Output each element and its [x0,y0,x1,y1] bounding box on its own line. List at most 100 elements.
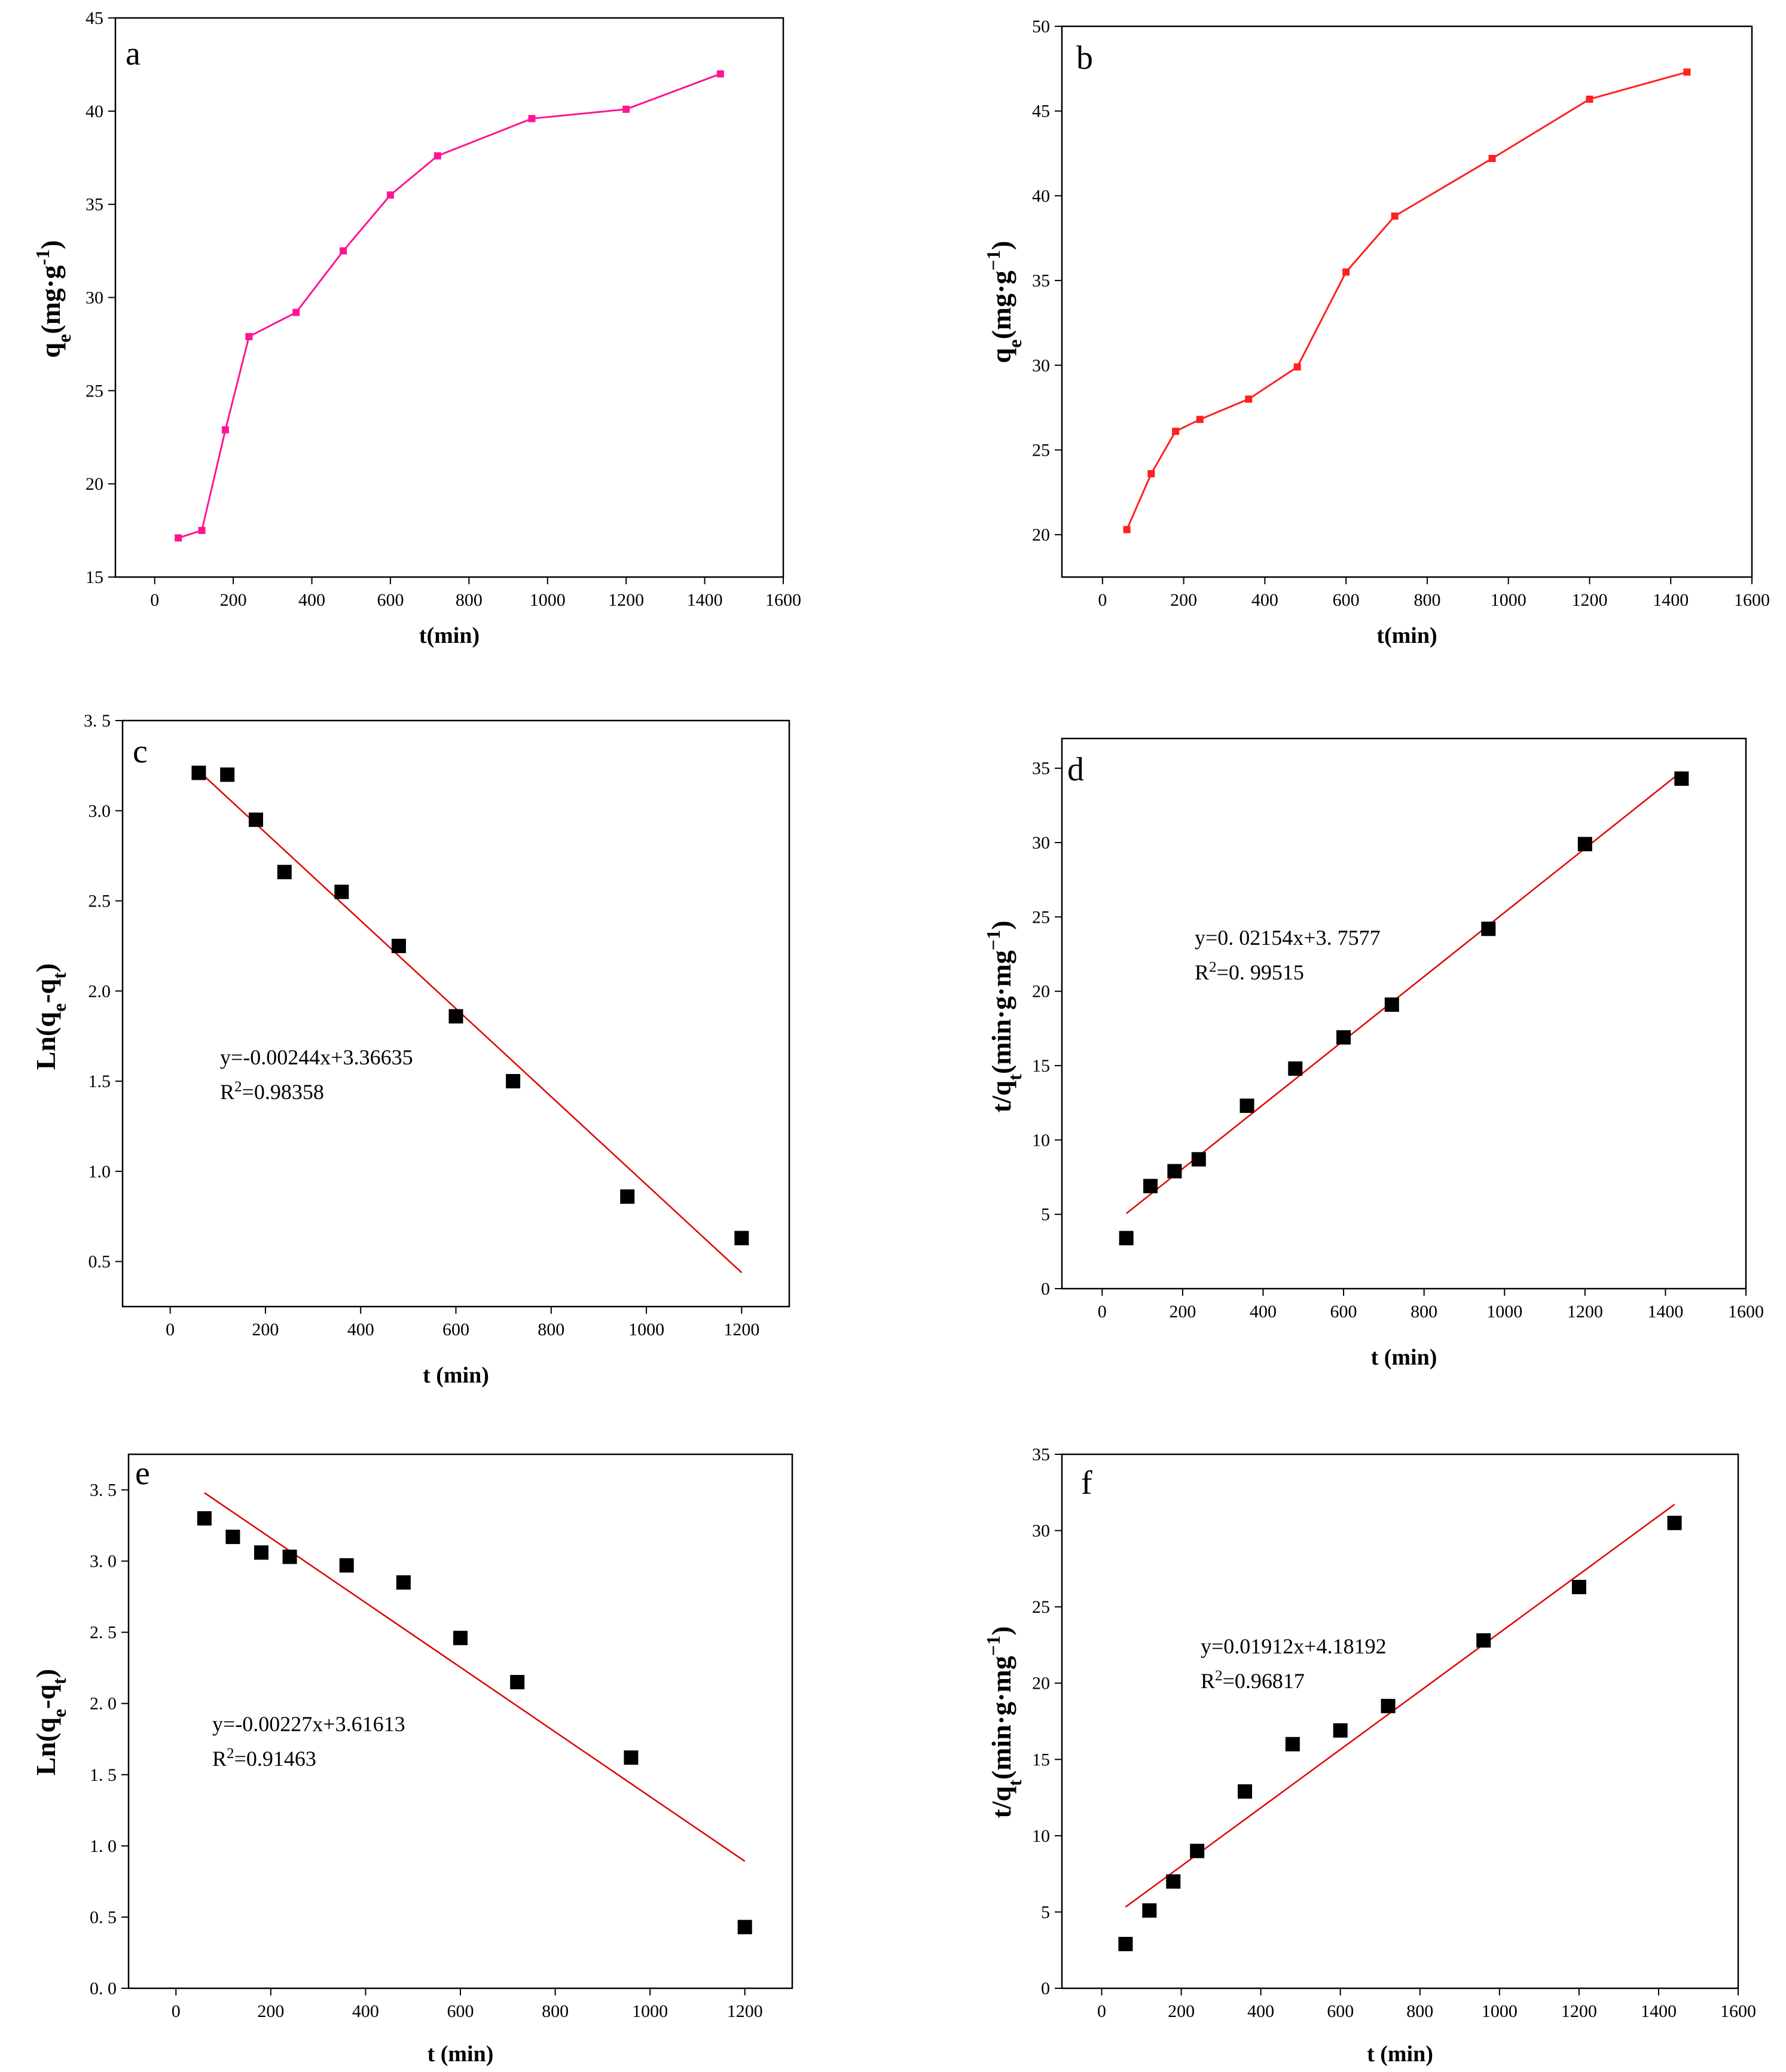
data-point [528,115,536,123]
y-tick-label: 30 [1032,1521,1050,1541]
x-tick-label: 800 [542,2001,569,2021]
y-tick-label: 1.0 [88,1162,111,1182]
data-point [277,865,292,880]
y-tick-label: 45 [1032,102,1050,121]
x-tick-label: 800 [1406,2001,1433,2021]
r-squared: R2=0.98358 [220,1079,324,1104]
panel-d: 0 200 400 600 800 1000 1200 1400 1600 0 5 10 15 20 25 3… [982,737,1764,1370]
data-point [191,765,206,780]
y-tick-label: 40 [86,102,103,121]
y-tick-label: 25 [1032,440,1050,460]
data-point [1577,837,1592,852]
y-tick-label: 30 [86,288,103,308]
x-tick-label: 1600 [1720,2001,1756,2021]
x-tick-label: 1200 [727,2001,763,2021]
y-tick-label: 20 [86,474,103,494]
x-tick-label: 0 [1098,1302,1107,1322]
panel-a: 0 200 400 600 800 1000 1200 1400 1600 15 20 25 30 35 4… [32,8,801,648]
data-point [225,1530,240,1545]
y-tick-label: 2. 0 [90,1694,117,1714]
x-axis-label: t (min) [1367,2042,1433,2067]
plot-frame [1061,737,1747,1290]
data-point [1119,1231,1134,1246]
x-tick-label: 400 [347,1320,374,1339]
data-point [448,1009,463,1024]
data-point [1118,1937,1133,1952]
data-point [453,1631,468,1646]
x-axis-label: t (min) [1371,1345,1437,1370]
x-tick-label: 200 [1170,590,1197,610]
data-point [1190,1844,1205,1859]
data-point [1667,1515,1682,1530]
data-point [1481,921,1496,936]
x-tick-label: 1400 [1653,590,1689,610]
data-point [292,309,300,316]
x-tick-label: 1600 [1728,1302,1764,1322]
panel-letter: a [126,35,141,72]
y-tick-label: 35 [86,195,103,215]
data-point [1285,1737,1300,1751]
y-axis-label: qe(mg·g-1) [32,240,75,358]
data-point [1336,1030,1351,1045]
y-tick-label: 35 [1032,759,1050,779]
data-point [1166,1874,1181,1889]
y-tick-label: 5 [1041,1205,1050,1225]
plot-frame [1061,1453,1739,1989]
y-tick-label: 35 [1032,271,1050,291]
y-tick-label: 20 [1032,982,1050,1002]
x-tick-label: 600 [1327,2001,1354,2021]
panel-letter: b [1076,39,1093,77]
plot-frame [1061,25,1753,578]
data-point [1476,1633,1491,1648]
data-point [391,938,406,953]
data-point [282,1549,297,1564]
x-axis-label: t (min) [428,2042,494,2067]
y-axis-label: qe(mg·g−1) [982,241,1025,364]
fit-equation: y=-0.00244x+3.36635 [220,1045,413,1069]
x-tick-label: 1000 [632,2001,668,2021]
y-tick-label: 25 [86,381,103,401]
r-squared: R2=0. 99515 [1195,959,1304,985]
data-point [1238,1784,1253,1799]
x-axis-label: t(min) [1376,623,1437,648]
x-tick-label: 400 [1247,2001,1274,2021]
panel-letter: c [133,733,148,770]
x-tick-label: 1200 [608,590,644,610]
y-axis-label: Ln(qe-qt) [30,1669,70,1775]
x-tick-label: 0 [166,1320,175,1339]
data-point [1384,997,1399,1012]
y-tick-label: 10 [1032,1130,1050,1150]
x-tick-label: 1400 [687,590,723,610]
x-tick-label: 1600 [1734,590,1770,610]
data-point [1293,363,1301,371]
data-point [1381,1698,1396,1713]
fit-equation: y=0.01912x+4.18192 [1201,1634,1387,1658]
data-point [198,527,206,535]
fit-line [1125,1503,1675,1908]
data-point [1391,212,1399,220]
y-tick-label: 0. 5 [90,1908,117,1927]
x-tick-label: 0 [1097,2001,1106,2021]
data-point [396,1575,411,1590]
data-point [249,812,263,827]
x-tick-label: 1200 [723,1320,759,1339]
panel-b: 0 200 400 600 800 1000 1200 1400 1600 20 25 30 35 40 4… [982,17,1770,648]
x-tick-label: 0 [1098,590,1107,610]
data-point [1167,1164,1182,1179]
x-tick-label: 1600 [765,590,801,610]
data-point [737,1920,752,1934]
data-point [1586,95,1593,103]
panel-letter: f [1081,1464,1092,1502]
data-point [245,332,253,340]
data-point [197,1511,212,1526]
x-tick-label: 1000 [1486,1302,1522,1322]
y-tick-label: 30 [1032,356,1050,376]
data-point [1196,416,1204,423]
data-point [1683,68,1691,76]
x-tick-label: 200 [1168,2001,1195,2021]
y-tick-label: 20 [1032,525,1050,545]
data-point [622,105,630,113]
data-point [620,1189,635,1204]
fit-equation: y=0. 02154x+3. 7577 [1195,926,1381,950]
